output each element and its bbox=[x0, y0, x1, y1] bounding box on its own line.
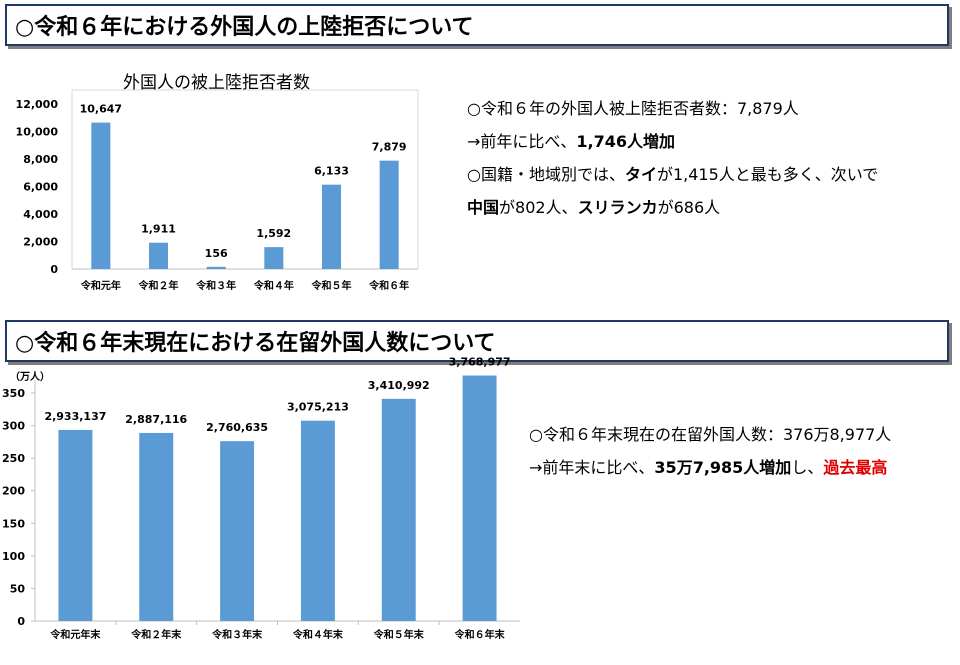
data-label: 7,879 bbox=[372, 141, 407, 154]
section2-heading: ○令和６年末現在における在留外国人数について bbox=[15, 331, 496, 356]
category-label: 令和４年 bbox=[253, 279, 294, 292]
category-label: 令和３年 bbox=[195, 279, 236, 292]
info2-increase: 35万7,985人増加 bbox=[654, 458, 792, 477]
y-tick-label: 2,000 bbox=[23, 236, 58, 249]
data-label: 6,133 bbox=[314, 165, 349, 178]
info1-increase: 1,746人増加 bbox=[576, 132, 676, 151]
category-label: 令和３年末 bbox=[211, 628, 263, 641]
bar bbox=[139, 432, 174, 621]
category-label: 令和５年末 bbox=[373, 628, 425, 641]
category-label: 令和元年末 bbox=[49, 628, 101, 641]
info1-line4-mid: が802人、 bbox=[499, 198, 578, 217]
data-label: 1,592 bbox=[256, 227, 291, 240]
info1-line3-prefix: ○国籍・地域別では、 bbox=[467, 165, 625, 184]
y-tick-label: 150 bbox=[2, 517, 25, 530]
y-tick-label: 4,000 bbox=[23, 208, 58, 221]
category-label: 令和６年 bbox=[368, 279, 409, 292]
data-label: 3,410,992 bbox=[368, 379, 430, 392]
residents-summary: ○令和６年末現在の在留外国人数：376万8,977人 →前年末に比べ、35万7,… bbox=[529, 418, 891, 484]
y-tick-label: 100 bbox=[2, 550, 25, 563]
info2-line1: ○令和６年末現在の在留外国人数：376万8,977人 bbox=[529, 418, 891, 451]
bar bbox=[264, 247, 284, 269]
info2-line2-mid: し、 bbox=[791, 458, 824, 477]
y-tick-label: 8,000 bbox=[23, 153, 58, 166]
info1-line1-text: ○令和６年の外国人被上陸拒否者数：7,879人 bbox=[467, 99, 799, 118]
bar bbox=[462, 375, 497, 621]
data-label: 2,933,137 bbox=[44, 410, 106, 423]
info1-line4: 中国が802人、スリランカが686人 bbox=[467, 191, 878, 224]
info1-line4-suffix: が686人 bbox=[657, 198, 721, 217]
y-tick-label: 50 bbox=[10, 582, 26, 595]
info1-line3-suffix: が1,415人と最も多く、次いで bbox=[656, 165, 879, 184]
info1-line1: ○令和６年の外国人被上陸拒否者数：7,879人 bbox=[467, 92, 878, 125]
category-label: 令和４年末 bbox=[292, 628, 344, 641]
info2-line2: →前年末に比べ、35万7,985人増加し、過去最高 bbox=[529, 451, 891, 484]
bar bbox=[321, 184, 342, 269]
y-tick-label: 300 bbox=[2, 420, 25, 433]
rejection-chart: 外国人の被上陸拒否者数 0 2,000 4,000 6,000 8,000 10,000 1… bbox=[10, 64, 430, 300]
section1-header: ○令和６年における外国人の上陸拒否について bbox=[5, 4, 949, 46]
data-label: 3,075,213 bbox=[287, 401, 349, 414]
info1-line2-prefix: →前年に比べ、 bbox=[467, 132, 577, 151]
bar bbox=[91, 122, 111, 269]
info2-record-high: 過去最高 bbox=[823, 458, 888, 477]
category-label: 令和６年末 bbox=[454, 628, 506, 641]
y-tick-label: 0 bbox=[50, 263, 58, 276]
bar bbox=[58, 429, 93, 621]
info1-line3: ○国籍・地域別では、タイが1,415人と最も多く、次いで bbox=[467, 158, 878, 191]
data-label: 3,768,977 bbox=[449, 356, 511, 369]
bar bbox=[381, 398, 416, 621]
y-tick-label: 6,000 bbox=[23, 181, 58, 194]
info1-top-country: タイ bbox=[624, 165, 657, 184]
bar bbox=[206, 266, 226, 269]
y-tick-label: 12,000 bbox=[16, 98, 59, 111]
y-unit-label: （万人） bbox=[10, 370, 50, 383]
residents-chart: 0 50 100 150 200 250 300 350 （万人） 2,933,137 令和元年末 2… bbox=[0, 356, 530, 662]
section1-heading: ○令和６年における外国人の上陸拒否について bbox=[15, 15, 474, 40]
info2-line1-text: ○令和６年末現在の在留外国人数：376万8,977人 bbox=[529, 425, 892, 444]
category-label: 令和２年末 bbox=[130, 628, 182, 641]
chart1-title: 外国人の被上陸拒否者数 bbox=[123, 73, 310, 93]
y-tick-label: 350 bbox=[2, 387, 25, 400]
info1-second-country: 中国 bbox=[467, 198, 500, 217]
info1-line2: →前年に比べ、1,746人増加 bbox=[467, 125, 878, 158]
category-label: 令和５年 bbox=[311, 279, 352, 292]
info1-third-country: スリランカ bbox=[577, 198, 658, 217]
data-label: 1,911 bbox=[141, 223, 176, 236]
category-label: 令和２年 bbox=[138, 279, 179, 292]
bar bbox=[220, 441, 255, 621]
chart1-plot: 0 2,000 4,000 6,000 8,000 10,000 12,000 10,647 令… bbox=[16, 89, 419, 292]
category-label: 令和元年 bbox=[80, 279, 121, 292]
bar bbox=[300, 420, 335, 621]
info2-line2-prefix: →前年末に比べ、 bbox=[529, 458, 655, 477]
plot-frame bbox=[71, 89, 419, 270]
y-tick-label: 250 bbox=[2, 452, 25, 465]
y-tick-label: 10,000 bbox=[16, 126, 59, 139]
data-label: 156 bbox=[205, 247, 228, 260]
bar bbox=[148, 242, 169, 269]
y-tick-label: 0 bbox=[17, 615, 25, 628]
data-label: 10,647 bbox=[80, 103, 122, 116]
section2-header: ○令和６年末現在における在留外国人数について bbox=[5, 320, 949, 362]
y-tick-label: 200 bbox=[2, 485, 25, 498]
data-label: 2,760,635 bbox=[206, 421, 268, 434]
data-label: 2,887,116 bbox=[125, 413, 187, 426]
chart2-plot: 0 50 100 150 200 250 300 350 （万人） 2,933,137 令和元年末 2… bbox=[2, 356, 520, 641]
rejection-summary: ○令和６年の外国人被上陸拒否者数：7,879人 →前年に比べ、1,746人増加 … bbox=[467, 92, 878, 224]
bar bbox=[379, 160, 399, 269]
